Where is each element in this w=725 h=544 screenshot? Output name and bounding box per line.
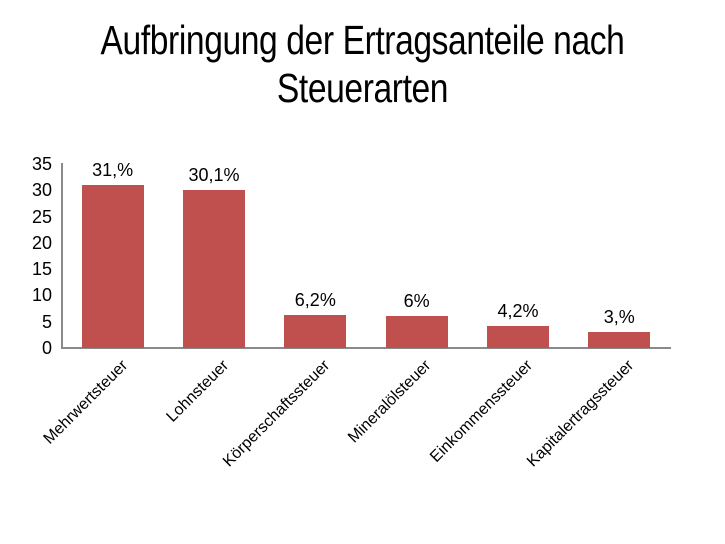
bar-4 [385,316,448,348]
y-tick-label: 10 [31,285,52,306]
chart-title: Aufbringung der Ertragsanteile nach Steu… [65,16,660,112]
category-label: Kapitalertragssteuer [524,357,638,471]
x-axis-line [61,347,671,349]
y-tick-label: 30 [31,180,52,201]
bar-2 [183,190,245,348]
category-label: Mehrwertsteuer [40,357,131,448]
y-tick-label: 15 [31,259,52,280]
y-tick-label: 25 [31,206,52,227]
y-tick-label: 20 [31,232,52,253]
bar-5 [487,326,549,348]
bar-6 [588,332,651,348]
bar-1 [81,185,144,348]
bar-value-label: 4,2% [497,301,539,321]
bar-value-label: 6,2% [294,290,336,310]
category-label: Mineralölsteuer [345,357,435,447]
bar-value-label: 6% [403,291,430,311]
bar-value-label: 3,% [603,307,635,327]
bar-value-label: 30,1% [188,165,240,185]
category-label: Lohnsteuer [163,357,233,426]
chart-title-line1: Aufbringung der Ertragsanteile nach [100,17,625,63]
y-tick-label: 5 [41,311,52,332]
category-label: Körperschaftssteuer [220,357,334,471]
bar-value-label: 31,% [92,160,134,180]
bar-3 [284,315,347,348]
y-tick-label: 35 [31,154,52,174]
y-tick-label: 0 [41,338,52,358]
y-axis-line [61,163,63,349]
category-label: Einkommenssteuer [427,357,537,466]
chart-title-line2: Steuerarten [276,65,449,111]
